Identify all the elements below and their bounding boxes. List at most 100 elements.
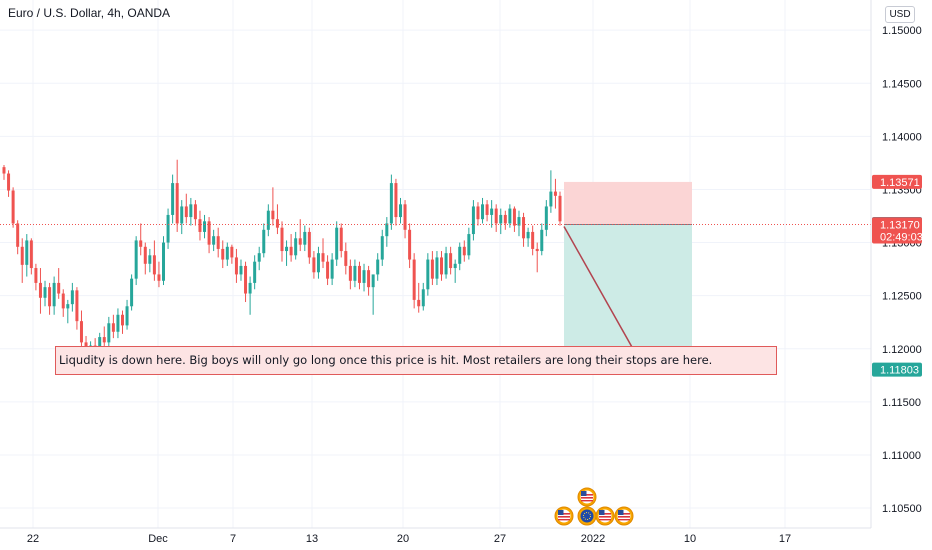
economic-events[interactable] (554, 487, 634, 526)
candle-body[interactable] (298, 238, 302, 245)
candle-body[interactable] (166, 214, 170, 243)
candle-body[interactable] (353, 265, 357, 281)
candle-body[interactable] (339, 227, 343, 252)
candle-body[interactable] (540, 229, 544, 252)
candle-body[interactable] (203, 221, 207, 232)
candle-body[interactable] (490, 208, 494, 215)
candle-body[interactable] (148, 255, 152, 264)
candle-body[interactable] (417, 299, 421, 307)
candle-body[interactable] (503, 214, 507, 224)
candle-body[interactable] (216, 236, 220, 249)
candle-body[interactable] (248, 282, 252, 294)
candle-body[interactable] (440, 257, 444, 275)
candle-body[interactable] (512, 208, 516, 226)
candle-body[interactable] (116, 314, 120, 332)
candle-body[interactable] (494, 208, 498, 224)
candle-body[interactable] (408, 229, 412, 260)
candle-body[interactable] (403, 204, 407, 230)
candle-body[interactable] (294, 238, 298, 256)
candle-body[interactable] (253, 261, 257, 283)
annotation-box[interactable]: Liqudity is down here. Big boys will onl… (55, 346, 777, 375)
candle-body[interactable] (130, 278, 134, 307)
candle-body[interactable] (139, 240, 143, 247)
candle-body[interactable] (16, 223, 20, 247)
candle-body[interactable] (316, 253, 320, 273)
candle-body[interactable] (371, 274, 375, 288)
candle-body[interactable] (458, 246, 462, 264)
candle-body[interactable] (157, 274, 161, 281)
candle-body[interactable] (7, 173, 11, 191)
candle-body[interactable] (152, 255, 156, 275)
candle-body[interactable] (526, 231, 530, 239)
us-flag-icon[interactable] (614, 506, 634, 526)
candle-body[interactable] (421, 289, 425, 307)
candle-body[interactable] (549, 191, 553, 207)
candle-body[interactable] (125, 306, 129, 326)
candle-body[interactable] (266, 210, 270, 230)
candle-body[interactable] (367, 270, 371, 288)
candle-body[interactable] (52, 282, 56, 307)
candle-body[interactable] (61, 293, 65, 309)
candle-body[interactable] (111, 323, 115, 332)
candle-body[interactable] (312, 257, 316, 273)
candle-body[interactable] (280, 227, 284, 252)
candle-body[interactable] (198, 219, 202, 232)
candle-body[interactable] (189, 204, 193, 218)
us-flag-icon[interactable] (577, 487, 597, 507)
candle-body[interactable] (102, 337, 106, 343)
candle-body[interactable] (326, 261, 330, 279)
candle-body[interactable] (271, 210, 275, 220)
candle-body[interactable] (335, 227, 339, 260)
currency-button[interactable]: USD (885, 6, 915, 23)
us-flag-icon[interactable] (554, 506, 574, 526)
candle-body[interactable] (531, 231, 535, 249)
candle-body[interactable] (143, 246, 147, 264)
candle-body[interactable] (162, 242, 166, 281)
candle-body[interactable] (11, 190, 15, 224)
candle-body[interactable] (522, 217, 526, 239)
candle-body[interactable] (553, 191, 557, 196)
candle-body[interactable] (212, 236, 216, 245)
candle-body[interactable] (389, 183, 393, 224)
candle-body[interactable] (344, 251, 348, 266)
candle-body[interactable] (499, 214, 503, 224)
candle-body[interactable] (412, 259, 416, 300)
candle-body[interactable] (471, 206, 475, 235)
candle-body[interactable] (307, 231, 311, 258)
candle-body[interactable] (476, 206, 480, 220)
candle-body[interactable] (221, 248, 225, 260)
take-profit-zone[interactable] (564, 224, 692, 370)
candle-body[interactable] (29, 240, 33, 269)
candle-body[interactable] (193, 204, 197, 220)
price-axis[interactable]: 1.150001.145001.140001.135001.130001.125… (882, 25, 922, 515)
candle-body[interactable] (362, 270, 366, 283)
candle-body[interactable] (184, 206, 188, 218)
candle-body[interactable] (25, 240, 29, 265)
candle-body[interactable] (38, 282, 42, 298)
candle-body[interactable] (134, 240, 138, 279)
candle-body[interactable] (57, 282, 61, 294)
candle-body[interactable] (234, 257, 238, 275)
candle-body[interactable] (66, 304, 70, 309)
candle-body[interactable] (485, 204, 489, 215)
candle-body[interactable] (175, 183, 179, 224)
candle-body[interactable] (180, 206, 184, 224)
position-zones[interactable] (564, 181, 692, 370)
candle-body[interactable] (462, 246, 466, 256)
candle-body[interactable] (225, 246, 229, 260)
candle-body[interactable] (289, 246, 293, 256)
candle-body[interactable] (453, 263, 457, 269)
candle-body[interactable] (244, 265, 248, 294)
candle-body[interactable] (394, 183, 398, 218)
candle-body[interactable] (257, 253, 261, 262)
candle-body[interactable] (535, 248, 539, 252)
candle-body[interactable] (20, 246, 24, 265)
candle-body[interactable] (262, 229, 266, 254)
candle-body[interactable] (75, 290, 79, 322)
candle-body[interactable] (435, 257, 439, 279)
time-axis[interactable]: 22 Dec 7 13 20 27 2022 10 17 (27, 533, 791, 545)
candle-body[interactable] (330, 259, 334, 279)
candle-body[interactable] (43, 287, 47, 298)
us-flag-icon[interactable] (595, 506, 615, 526)
